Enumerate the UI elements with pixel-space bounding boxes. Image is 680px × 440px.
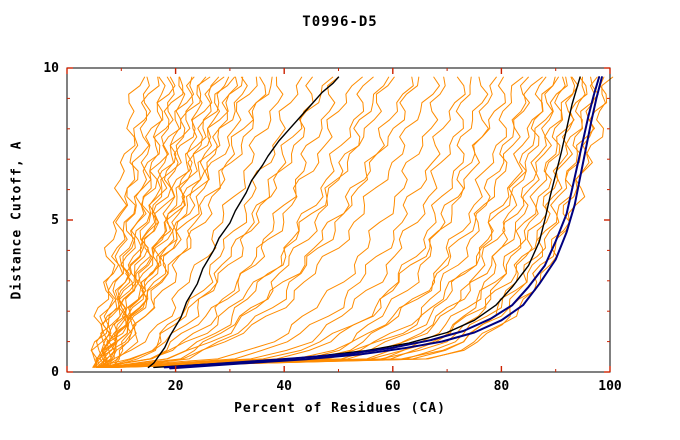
model-curve [95,76,211,368]
model-curve [99,76,175,368]
y-tick-label: 10 [43,61,59,76]
model-curve [93,76,314,368]
model-curve [106,76,390,368]
model-curve [96,76,339,368]
x-axis-label: Percent of Residues (CA) [234,401,446,416]
model-curve [90,76,151,368]
x-tick-label: 40 [276,379,292,394]
model-curve [104,76,303,368]
model-curve [98,76,363,368]
model-curve [100,76,230,368]
model-curve [111,76,588,368]
model-curve [95,76,395,368]
x-tick-label: 100 [598,379,622,394]
model-curve [100,76,446,368]
model-curve [112,76,244,368]
x-tick-label: 0 [63,379,71,394]
model-curve [113,76,599,368]
model-curve [107,76,579,368]
model-curve [99,76,160,368]
model-curve [93,76,207,368]
model-curve [110,76,576,368]
model-curve [102,76,235,368]
model-curve [116,76,568,368]
model-curve [110,76,466,368]
x-tick-label: 60 [385,379,401,394]
model-curve [98,76,284,368]
model-curve [92,76,195,368]
black-curve-mid [147,76,340,369]
blue-curve-1 [163,76,601,369]
model-curve [91,76,166,368]
model-curve [99,76,472,368]
model-curve [96,76,543,368]
model-curve [99,76,598,368]
x-tick-label: 80 [494,379,510,394]
model-curve [104,76,248,368]
model-curve [105,76,566,368]
model-curve [105,76,524,368]
model-curve [103,76,374,368]
model-curve [95,76,186,368]
model-curve [113,76,273,368]
blue-curve-2 [169,76,603,370]
model-curve [96,76,506,368]
model-curve [108,76,258,368]
x-tick-label: 20 [168,379,184,394]
model-curve [98,76,608,368]
y-tick-label: 0 [51,365,59,380]
model-curve [107,76,440,368]
model-curve [93,76,146,368]
chart-title: T0996-D5 [302,14,378,30]
y-tick-label: 5 [51,213,59,228]
model-curve [102,76,614,368]
y-axis-label: Distance Cutoff, A [9,140,25,300]
model-curve [96,76,184,368]
model-curve [116,76,414,368]
model-curve [105,76,420,368]
model-curve [97,76,556,368]
model-curve [108,76,334,368]
model-curve [105,76,559,368]
model-curve [101,76,497,368]
model-curve [98,76,238,368]
